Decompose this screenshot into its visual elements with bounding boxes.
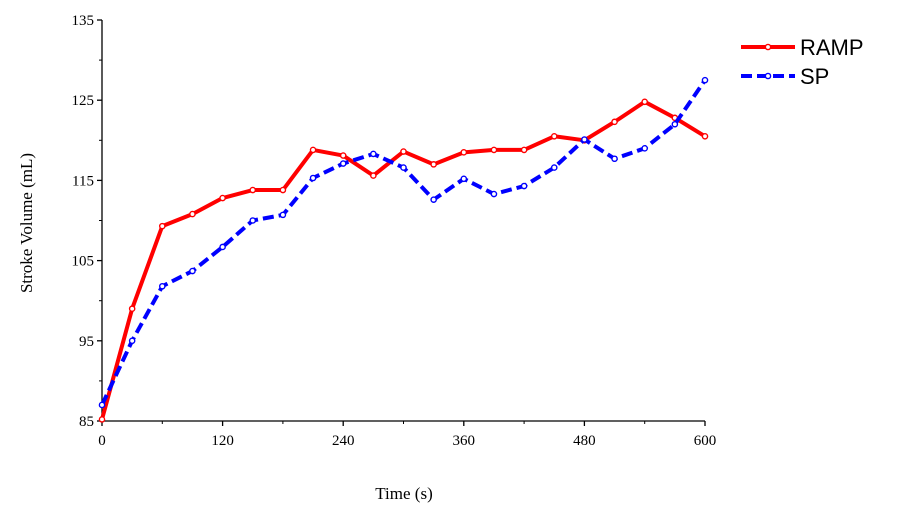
y-tick-label: 105 <box>72 254 95 270</box>
data-point <box>339 152 347 159</box>
y-axis-title: Stroke Volume (mL) <box>17 153 36 293</box>
data-point <box>219 194 226 202</box>
data-point <box>128 305 136 313</box>
data-point <box>189 210 196 218</box>
data-point <box>460 149 468 156</box>
data-point <box>460 175 468 183</box>
y-tick-label: 85 <box>79 414 94 430</box>
series-layer <box>98 76 709 423</box>
data-point <box>701 76 709 84</box>
legend-item-sp: SP <box>741 64 829 89</box>
data-point <box>128 337 136 345</box>
data-point <box>430 196 437 203</box>
y-tick-label: 135 <box>72 13 95 29</box>
series-line-sp <box>100 79 707 406</box>
data-point <box>611 118 618 126</box>
legend-marker <box>764 72 772 80</box>
series-ramp <box>98 98 709 423</box>
data-point <box>550 132 558 140</box>
data-point <box>641 145 649 152</box>
legend-marker <box>764 43 772 51</box>
data-point <box>158 282 166 290</box>
y-tick-label: 115 <box>72 173 94 189</box>
data-point <box>671 120 679 128</box>
data-point <box>490 190 498 198</box>
data-point <box>550 164 558 171</box>
data-point <box>219 243 226 251</box>
data-point <box>309 146 317 154</box>
y-tick-label: 125 <box>72 93 95 109</box>
x-tick-label: 360 <box>453 433 476 449</box>
legend-label: SP <box>800 64 829 89</box>
data-point <box>189 267 196 275</box>
data-point <box>520 182 528 190</box>
data-point <box>279 211 287 219</box>
data-point <box>309 174 317 182</box>
data-point <box>158 222 166 230</box>
x-tick-label: 600 <box>694 433 717 449</box>
x-tick-label: 240 <box>332 433 355 449</box>
data-point <box>249 217 257 224</box>
legend-label: RAMP <box>800 35 864 60</box>
legend-item-ramp: RAMP <box>741 35 864 60</box>
x-axis-title: Time (s) <box>375 484 432 503</box>
data-point <box>490 146 498 154</box>
data-point <box>701 132 709 140</box>
data-point <box>98 401 106 409</box>
data-point <box>581 136 588 143</box>
data-point <box>249 186 257 194</box>
data-point <box>98 416 106 423</box>
data-point <box>370 172 377 179</box>
x-tick-label: 120 <box>211 433 234 449</box>
data-point <box>641 98 649 106</box>
data-point <box>339 160 347 167</box>
data-point <box>400 164 407 171</box>
series-sp <box>98 76 709 409</box>
x-tick-label: 480 <box>573 433 596 449</box>
data-point <box>279 186 287 194</box>
data-point <box>611 155 618 163</box>
data-point <box>520 146 528 154</box>
legend: RAMP SP <box>741 35 864 89</box>
data-point <box>370 150 377 158</box>
data-point <box>400 148 407 155</box>
data-point <box>430 161 437 168</box>
axes: 85 95 105 115 125 135 0 120 240 360 480 600 <box>72 13 717 449</box>
x-tick-label: 0 <box>98 433 106 449</box>
y-tick-label: 95 <box>79 334 94 350</box>
